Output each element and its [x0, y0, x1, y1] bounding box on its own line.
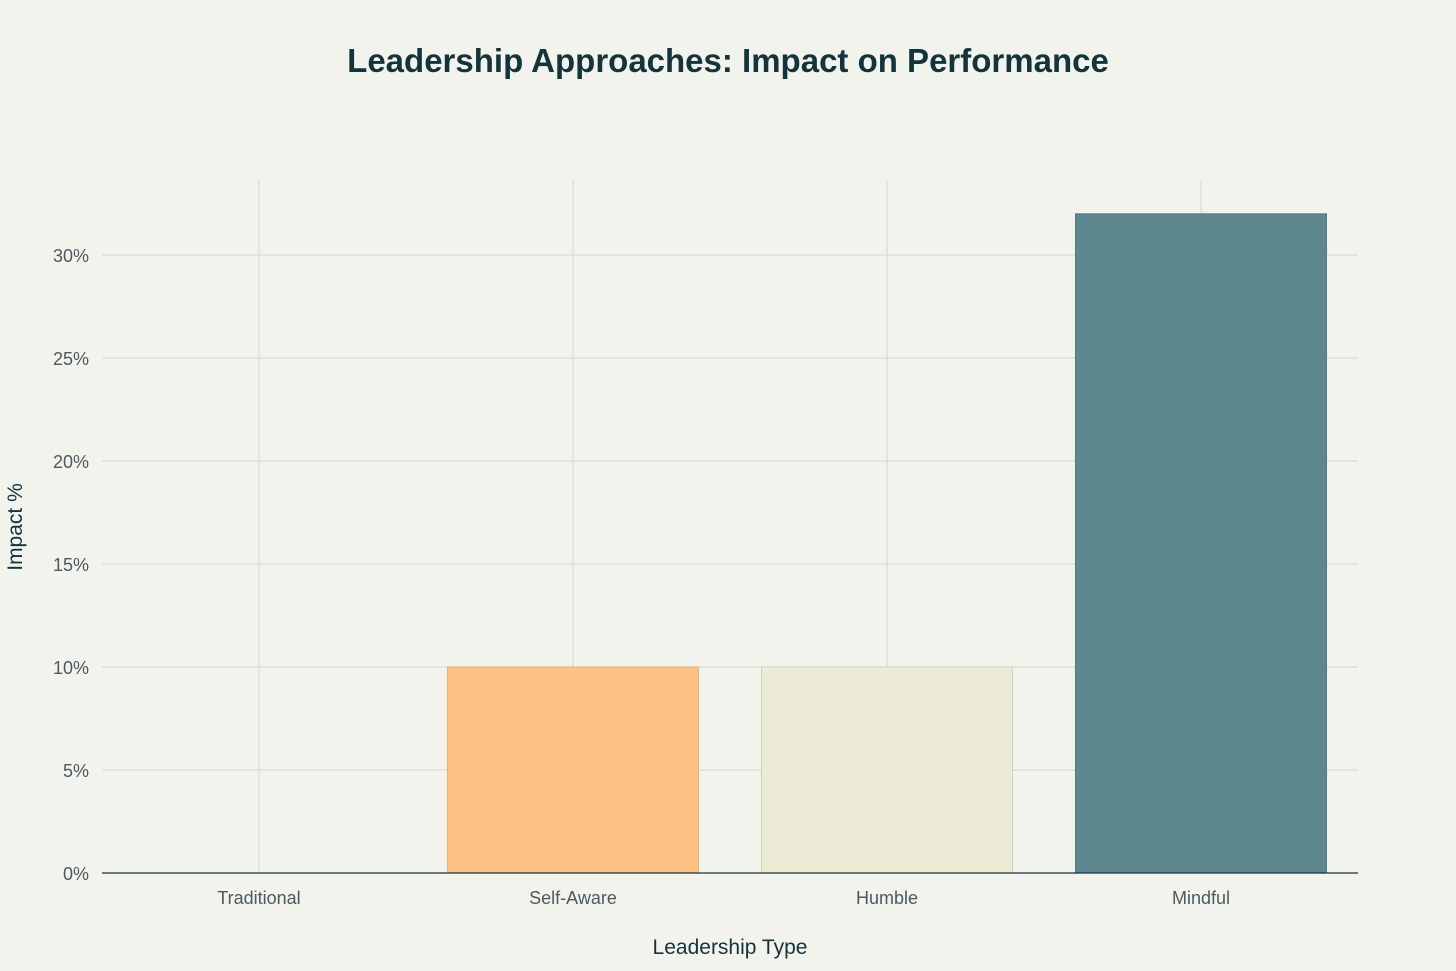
x-tick-labels: Traditional Self-Aware Humble Mindful [217, 888, 1230, 908]
x-tick-label: Humble [856, 888, 918, 908]
x-axis-label: Leadership Type [653, 936, 808, 959]
y-tick-label: 5% [63, 761, 89, 781]
y-tick-labels: 0% 5% 10% 15% 20% 25% 30% [53, 246, 89, 884]
y-tick-label: 0% [63, 864, 89, 884]
bars [447, 213, 1327, 874]
y-tick-label: 20% [53, 452, 89, 472]
x-tick-label: Self-Aware [529, 888, 617, 908]
bar-mindful [1075, 213, 1327, 874]
y-tick-label: 30% [53, 246, 89, 266]
chart-title: Leadership Approaches: Impact on Perform… [347, 42, 1109, 79]
y-tick-label: 25% [53, 349, 89, 369]
x-tick-label: Mindful [1172, 888, 1230, 908]
x-tick-label: Traditional [217, 888, 300, 908]
bar-self-aware [447, 666, 699, 874]
y-tick-label: 10% [53, 658, 89, 678]
y-tick-label: 15% [53, 555, 89, 575]
bar-humble [761, 666, 1013, 874]
y-axis-label: Impact % [4, 483, 27, 571]
